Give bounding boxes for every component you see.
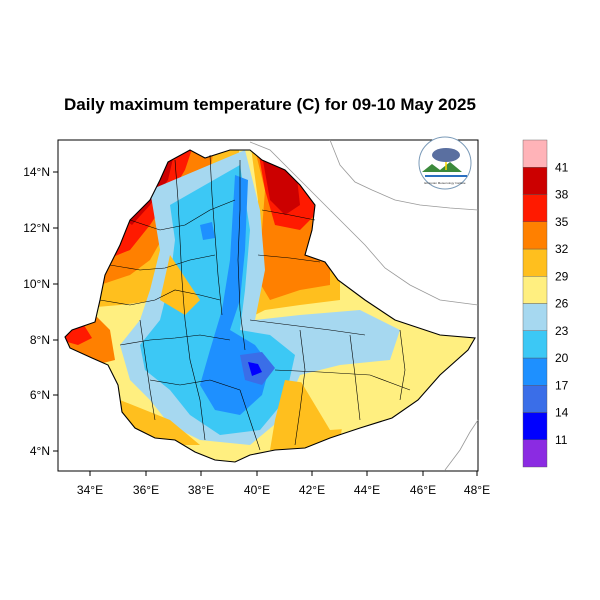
colorbar-bin [522, 412, 548, 440]
colorbar-bin [522, 303, 548, 331]
lon-tick-label: 40°E [244, 483, 270, 497]
lat-tick-label: 12°N [23, 221, 50, 235]
colorbar-label: 20 [555, 351, 569, 365]
colorbar-bin [522, 167, 548, 195]
colorbar-bin [522, 276, 548, 304]
lat-tick-label: 14°N [23, 165, 50, 179]
colorbar-bin [522, 357, 548, 386]
colorbar: 11 14 17 20 23 26 29 32 35 38 41 [522, 139, 569, 468]
lon-ticks [89, 471, 478, 476]
colorbar-bin [522, 221, 548, 250]
colorbar-label: 11 [555, 433, 568, 447]
lon-tick-label: 48°E [464, 483, 490, 497]
colorbar-label: 14 [555, 406, 569, 420]
colorbar-bin [522, 194, 548, 222]
lon-tick-label: 46°E [410, 483, 436, 497]
lat-ticks [53, 171, 58, 452]
colorbar-bin [522, 139, 548, 168]
colorbar-bin [522, 248, 548, 277]
lat-tick-label: 10°N [23, 277, 50, 291]
colorbar-label: 41 [555, 160, 569, 174]
colorbar-bin [522, 330, 548, 359]
colorbar-bin [522, 385, 548, 413]
admin-boundaries [99, 154, 411, 451]
colorbar-label: 35 [555, 215, 569, 229]
map-title: Daily maximum temperature (C) for 09-10 … [64, 95, 476, 114]
colorbar-bin [522, 439, 548, 468]
highland-14 [248, 362, 262, 376]
lat-tick-labels: 14°N 12°N 10°N 8°N 6°N 4°N [23, 165, 50, 458]
lat-tick-label: 6°N [30, 388, 50, 402]
colorbar-label: 23 [555, 324, 569, 338]
lon-tick-labels: 34°E 36°E 38°E 40°E 42°E 44°E 46°E 48°E [77, 483, 490, 497]
lon-tick-label: 36°E [133, 483, 159, 497]
lat-tick-label: 4°N [30, 444, 50, 458]
colorbar-label: 29 [555, 269, 569, 283]
colorbar-label: 38 [555, 188, 569, 202]
lat-tick-label: 8°N [30, 333, 50, 347]
lon-tick-label: 42°E [299, 483, 325, 497]
colorbar-label: 26 [555, 297, 569, 311]
logo-caption: Ethiopian Meteorology Institute [424, 181, 466, 185]
meteorology-agency-logo [418, 136, 472, 190]
lon-tick-label: 38°E [188, 483, 214, 497]
colorbar-label: 17 [555, 378, 569, 392]
lon-tick-label: 44°E [354, 483, 380, 497]
colorbar-label: 32 [555, 242, 569, 256]
lon-tick-label: 34°E [77, 483, 103, 497]
neighbor-borders [249, 139, 479, 471]
